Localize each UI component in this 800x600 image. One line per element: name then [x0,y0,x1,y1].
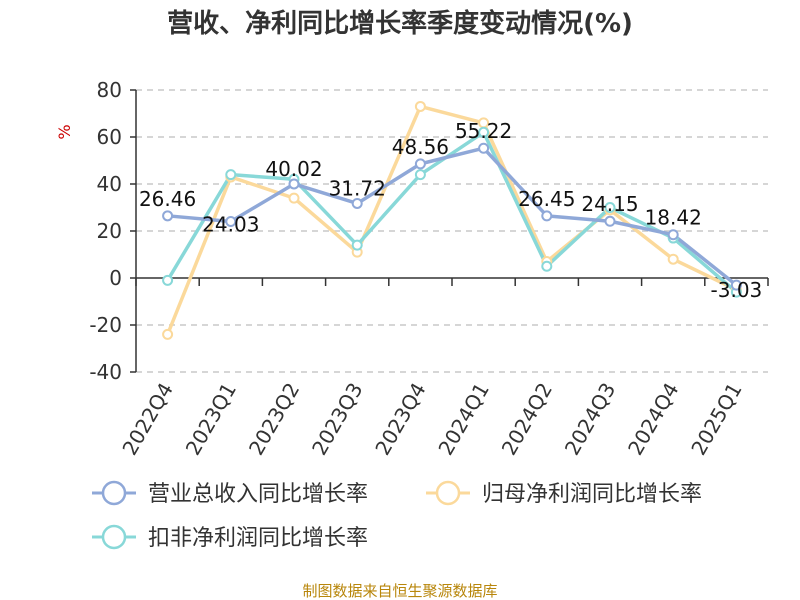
data-point [667,253,679,265]
series-line [165,104,738,336]
x-tick-label: 2024Q4 [623,379,683,460]
data-point [478,126,490,138]
series-line [166,130,738,294]
data-point [162,210,174,222]
data-point [541,210,553,222]
x-tick-label: 2024Q3 [560,379,620,460]
data-point [162,328,174,340]
data-point [162,274,174,286]
data-point [414,158,426,170]
x-tick-label: 2023Q3 [307,379,367,460]
x-tick-label: 2024Q2 [497,379,557,460]
x-axis-ticks: 2022Q4 2023Q1 2023Q2 2023Q3 2023Q4 2024Q1 2024… [117,278,769,460]
data-label: -3.03 [711,278,763,302]
y-tick-label: -40 [89,360,122,384]
x-tick-label: 2023Q2 [244,379,304,460]
y-axis-unit: % [55,124,74,139]
data-point [478,142,490,154]
data-point [667,229,679,241]
legend-item: 归母净利润同比增长率 [426,480,702,507]
legend-label: 扣非净利润同比增长率 [148,526,368,551]
data-point [730,279,742,291]
x-tick-label: 2025Q1 [686,379,746,460]
x-tick-label: 2022Q4 [117,379,177,460]
data-label: 48.56 [392,135,449,159]
x-tick-label: 2023Q1 [181,379,241,460]
data-label: 31.72 [329,176,386,200]
legend-swatch-marker [101,524,127,550]
data-label: 24.15 [581,192,638,216]
y-tick-label: 40 [97,172,122,196]
data-point [225,169,237,181]
data-label: 40.02 [265,157,322,181]
data-point [351,239,363,251]
data-point [288,178,300,190]
legend-item: 营业总收入同比增长率 [92,480,368,507]
y-tick-label: 60 [97,125,122,149]
data-point [414,169,426,181]
data-label: 55.22 [455,119,512,143]
legend-swatch-marker [435,480,461,506]
data-label: 18.42 [645,206,702,230]
y-tick-label: -20 [89,313,122,337]
y-tick-label: 0 [109,266,122,290]
data-point [604,202,616,213]
data-label: 26.46 [139,187,196,211]
x-tick-label: 2023Q4 [370,379,430,460]
legend-item: 扣非净利润同比增长率 [92,524,368,551]
x-tick-label: 2024Q1 [433,378,493,459]
data-point [351,197,363,209]
data-point [541,260,553,272]
chart-title: 营收、净利同比增长率季度变动情况(%) [167,8,633,39]
legend-swatch-marker [101,480,127,506]
data-point [604,215,616,227]
data-label: 26.45 [518,187,575,211]
y-tick-label: 80 [97,78,122,102]
y-tick-label: 20 [97,219,122,243]
series-layer [162,100,742,340]
legend-label: 归母净利润同比增长率 [482,482,702,507]
series-line [167,146,738,287]
data-label: 24.03 [202,213,259,237]
data-source-footer: 制图数据来自恒生聚源数据库 [302,582,497,600]
data-point [414,100,426,112]
data-point [225,216,237,228]
y-axis-ticks: 80 60 40 20 0 -20 -40 [89,78,136,384]
data-point [288,192,300,204]
legend-label: 营业总收入同比增长率 [148,482,368,507]
